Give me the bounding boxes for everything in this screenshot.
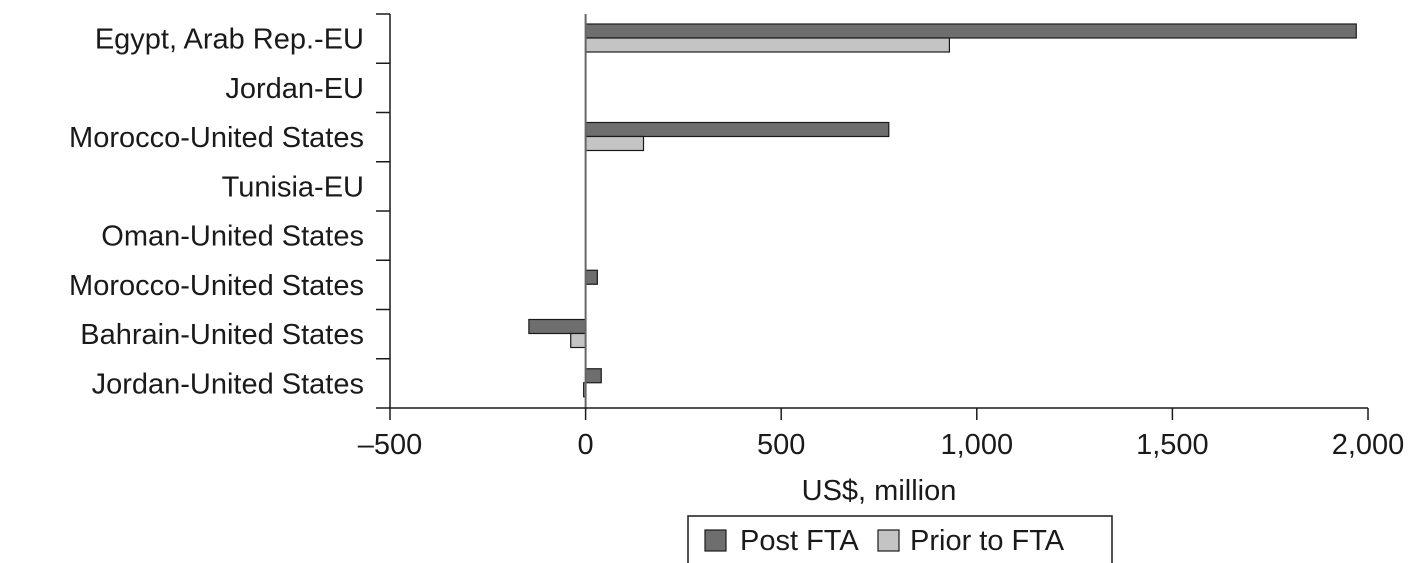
category-label: Morocco-United States [69,122,364,154]
category-label: Oman-United States [101,221,364,253]
legend-label: Prior to FTA [910,525,1065,557]
x-tick-label: –500 [358,429,423,461]
bar-prior-fta [570,332,587,349]
bar-post-fta [584,23,1357,39]
x-tick-label: 500 [757,429,805,461]
category-label: Egypt, Arab Rep.-EU [95,24,364,56]
x-tick-label: 2,000 [1332,429,1405,461]
bar-prior-fta [584,37,951,53]
x-tick-label: 1,000 [941,429,1014,461]
legend-label: Post FTA [740,525,859,557]
bars-group [528,23,1357,398]
legend-swatch-post-fta [704,529,727,552]
category-label: Jordan-United States [92,368,364,400]
legend-swatch-prior-fta [877,529,900,552]
x-axis-title: US$, million [802,475,957,507]
category-label: Tunisia-EU [222,171,364,203]
bar-post-fta [584,269,598,285]
category-label: Bahrain-United States [80,319,364,351]
legend-border [687,515,1113,563]
y-axis: Egypt, Arab Rep.-EU Jordan-EU Morocco-Unit… [69,13,391,409]
x-tick-label: 0 [578,429,594,461]
bar-post-fta [528,318,587,335]
category-label: Jordan-EU [225,73,364,105]
x-tick-label: 1,500 [1136,429,1209,461]
legend: Post FTA Prior to FTA [687,515,1113,563]
category-label: Morocco-United States [69,270,364,302]
x-axis: –500 0 500 1,000 1,500 2,000 [358,407,1405,461]
bar-post-fta [584,368,602,384]
bar-post-fta [584,121,890,138]
bar-prior-fta [584,135,645,152]
